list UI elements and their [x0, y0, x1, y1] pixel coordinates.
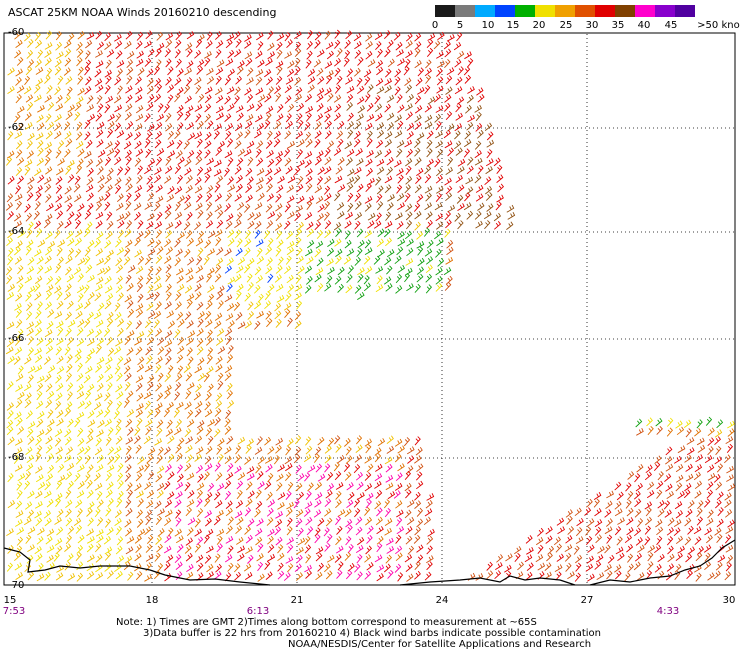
lat-label-70: -70: [8, 580, 25, 591]
note-line-3: NOAA/NESDIS/Center for Satellite Applica…: [288, 639, 592, 650]
scale-label-0: 0: [431, 20, 439, 31]
lon-label-24: 24: [435, 595, 449, 606]
scale-label-2: 10: [481, 20, 495, 31]
scale-label-5: 25: [559, 20, 573, 31]
time-label-3: 4:33: [656, 606, 680, 617]
scale-label-9: 45: [664, 20, 678, 31]
lon-label-21: 21: [290, 595, 304, 606]
scale-swatch-1: [455, 5, 475, 17]
scale-swatch-8: [595, 5, 615, 17]
scale-swatch-9: [615, 5, 635, 17]
scale-label-10: >50 knots: [697, 20, 740, 31]
note-line-1: Note: 1) Times are GMT 2)Times along bot…: [116, 617, 537, 628]
scale-label-1: 5: [456, 20, 464, 31]
graticule: [5, 34, 735, 585]
scale-label-8: 40: [637, 20, 651, 31]
scale-swatch-10: [635, 5, 655, 17]
scale-swatch-6: [555, 5, 575, 17]
lat-label-64: -64: [8, 226, 25, 237]
scale-swatch-2: [475, 5, 495, 17]
scale-label-7: 35: [611, 20, 625, 31]
map-title: ASCAT 25KM NOAA Winds 20160210 descendin…: [8, 6, 277, 19]
lat-label-62: -62: [8, 122, 25, 133]
scale-swatch-7: [575, 5, 595, 17]
scale-label-3: 15: [506, 20, 520, 31]
scale-swatch-5: [535, 5, 555, 17]
note-line-2: 3)Data buffer is 22 hrs from 20160210 4)…: [143, 628, 601, 639]
lon-label-18: 18: [145, 595, 159, 606]
lat-label-68: -68: [8, 452, 25, 463]
scale-swatch-4: [515, 5, 535, 17]
lon-label-30: 30: [722, 595, 736, 606]
map-frame: [3, 32, 736, 586]
scale-label-6: 30: [585, 20, 599, 31]
scale-swatch-12: [675, 5, 695, 17]
lat-label-66: -66: [8, 333, 25, 344]
scale-swatch-11: [655, 5, 675, 17]
lat-label-60: -60: [8, 27, 25, 38]
scale-swatch-0: [435, 5, 455, 17]
time-label-2: 6:13: [246, 606, 270, 617]
time-label-1: 7:53: [2, 606, 26, 617]
lon-label-15: 15: [3, 595, 17, 606]
antarctic-coastline: [3, 539, 736, 586]
wind-barbs: [5, 29, 736, 582]
scale-swatch-3: [495, 5, 515, 17]
scale-label-4: 20: [532, 20, 546, 31]
lon-label-27: 27: [580, 595, 594, 606]
